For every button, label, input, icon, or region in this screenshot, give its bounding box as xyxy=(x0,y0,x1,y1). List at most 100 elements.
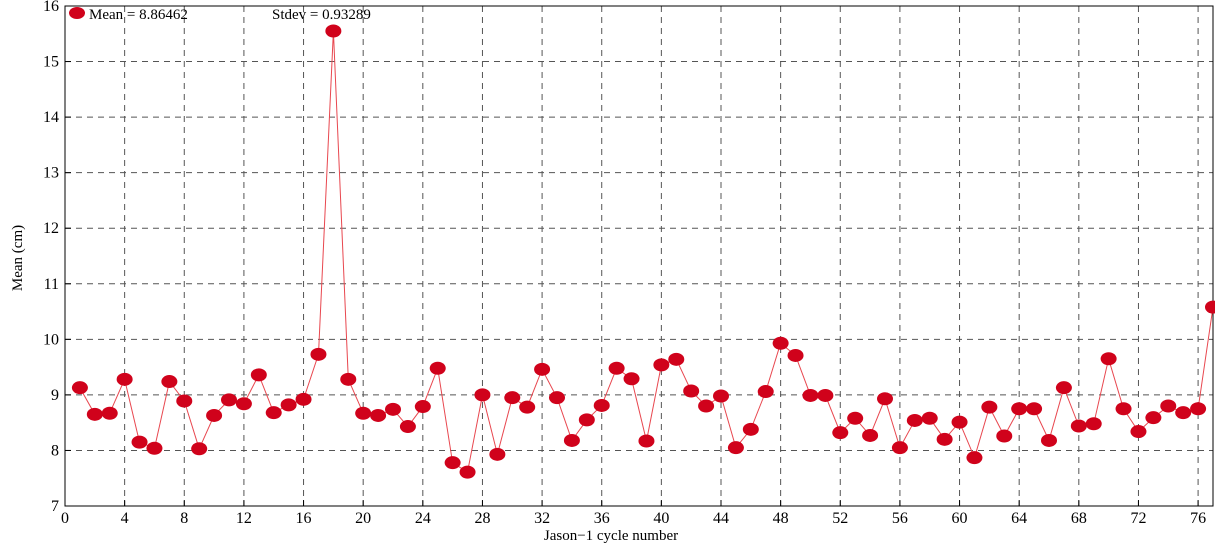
data-point xyxy=(265,406,282,420)
data-point xyxy=(1160,399,1177,413)
grid-lines xyxy=(65,6,1213,506)
data-point xyxy=(1115,402,1132,416)
x-tick-label: 32 xyxy=(534,510,550,527)
x-tick-label: 8 xyxy=(180,510,188,527)
data-point xyxy=(131,435,148,449)
data-point xyxy=(549,391,565,405)
data-point xyxy=(906,413,923,427)
data-point xyxy=(1130,425,1147,439)
x-tick-label: 0 xyxy=(61,510,69,527)
y-tick-label: 7 xyxy=(51,498,59,515)
data-point xyxy=(161,375,178,389)
x-tick-label: 16 xyxy=(296,510,312,527)
x-axis-title: Jason−1 cycle number xyxy=(544,528,678,544)
plot-frame xyxy=(64,5,1214,507)
data-point xyxy=(563,433,580,447)
data-point xyxy=(191,442,208,456)
y-tick-label: 9 xyxy=(51,387,59,404)
data-point xyxy=(414,400,431,414)
data-point xyxy=(578,413,595,427)
data-point xyxy=(101,406,118,420)
x-tick-label: 24 xyxy=(415,510,431,527)
data-point xyxy=(489,447,506,461)
data-point xyxy=(981,400,998,414)
data-point xyxy=(534,362,551,376)
data-point xyxy=(638,434,655,448)
data-point xyxy=(355,406,372,420)
data-point xyxy=(608,361,625,375)
data-point xyxy=(504,391,521,405)
legend: Mean = 8.86462 Stdev = 0.93289 xyxy=(69,7,371,23)
data-point xyxy=(966,451,983,465)
data-point xyxy=(325,24,342,38)
data-point xyxy=(1011,402,1028,416)
data-point xyxy=(623,372,640,386)
data-point xyxy=(295,392,312,406)
data-point xyxy=(742,422,759,436)
y-axis-title: Mean (cm) xyxy=(10,225,26,291)
data-point xyxy=(1026,402,1043,416)
x-tick-label: 48 xyxy=(773,510,789,527)
x-tick-label: 52 xyxy=(832,510,848,527)
data-point xyxy=(519,400,536,414)
y-tick-label: 15 xyxy=(43,54,59,71)
x-tick-label: 28 xyxy=(474,510,490,527)
y-tick-label: 10 xyxy=(43,331,59,348)
x-tick-label: 36 xyxy=(594,510,610,527)
x-tick-label: 64 xyxy=(1011,510,1027,527)
x-tick-label: 12 xyxy=(236,510,252,527)
data-point xyxy=(459,465,476,479)
data-point xyxy=(817,388,834,402)
y-tick-label: 16 xyxy=(43,0,59,15)
data-point xyxy=(1100,352,1117,366)
legend-stdev-text: Stdev = 0.93289 xyxy=(272,7,371,23)
data-point xyxy=(698,399,715,413)
data-point xyxy=(370,408,387,422)
data-point xyxy=(877,392,893,406)
data-point xyxy=(399,420,416,434)
data-point xyxy=(593,398,610,412)
y-tick-label: 12 xyxy=(43,220,59,237)
x-tick-label: 40 xyxy=(653,510,669,527)
x-tick-label: 68 xyxy=(1071,510,1087,527)
data-point xyxy=(996,429,1013,443)
data-point xyxy=(936,432,953,446)
data-point xyxy=(862,428,879,442)
data-point xyxy=(86,407,103,421)
data-point xyxy=(832,426,849,440)
data-point xyxy=(310,347,327,361)
x-tick-label: 44 xyxy=(713,510,729,527)
data-point xyxy=(340,372,357,386)
x-tick-label: 20 xyxy=(355,510,371,527)
x-tick-label: 4 xyxy=(121,510,129,527)
data-point xyxy=(787,348,804,362)
data-point xyxy=(1145,411,1162,425)
data-point xyxy=(1205,300,1215,314)
data-point xyxy=(71,381,88,395)
data-point xyxy=(772,336,789,350)
data-point xyxy=(235,397,252,411)
data-point xyxy=(206,408,223,422)
x-tick-label: 56 xyxy=(892,510,908,527)
data-point xyxy=(176,394,193,408)
data-point xyxy=(1070,419,1087,433)
data-point xyxy=(1055,381,1072,395)
legend-marker xyxy=(69,7,85,19)
x-tick-label: 76 xyxy=(1190,510,1206,527)
data-point xyxy=(951,415,968,429)
data-point xyxy=(385,402,401,416)
data-point xyxy=(891,441,908,455)
data-point xyxy=(1085,417,1102,431)
data-point xyxy=(847,411,864,425)
data-point xyxy=(713,389,729,403)
data-point xyxy=(683,384,700,398)
y-tick-label: 8 xyxy=(51,442,59,459)
data-point xyxy=(116,372,133,386)
y-tick-label: 14 xyxy=(43,109,59,126)
data-point xyxy=(802,388,819,402)
data-point xyxy=(250,368,267,382)
data-point xyxy=(280,398,297,412)
x-tick-label: 60 xyxy=(952,510,968,527)
